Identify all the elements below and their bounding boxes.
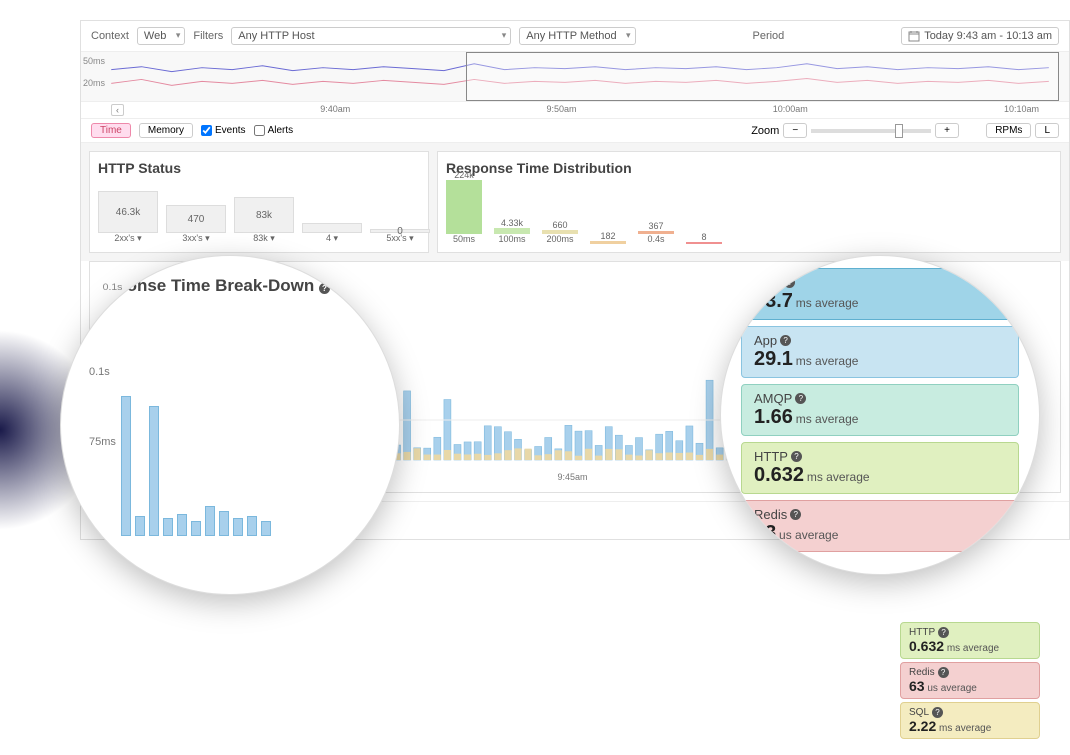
breakdown-bar: [149, 406, 159, 536]
legend-card-zoom[interactable]: AMQP ?1.66 ms average: [741, 384, 1019, 436]
breakdown-bar: [191, 521, 201, 536]
breakdown-bar: [135, 516, 145, 536]
http-status-bar[interactable]: 46.3k2xx's ▾: [98, 191, 158, 244]
distribution-bar[interactable]: 8: [686, 232, 722, 244]
legend-card-zoom[interactable]: HTTP ?0.632 ms average: [741, 442, 1019, 494]
distribution-bar[interactable]: 182: [590, 231, 626, 244]
calendar-icon: [908, 30, 920, 42]
time-tick: 10:00am: [773, 104, 808, 116]
l-button[interactable]: L: [1035, 123, 1059, 138]
breakdown-bar: [177, 514, 187, 536]
zoom-out-button[interactable]: −: [783, 123, 807, 138]
http-status-bar[interactable]: 83k83k ▾: [234, 197, 294, 244]
filters-label: Filters: [193, 30, 223, 42]
x-tick: 9:45am: [557, 472, 587, 482]
y-label: 0.1s: [89, 366, 110, 378]
breakdown-bar: [163, 518, 173, 536]
legend-card[interactable]: HTTP ?0.632 ms average: [900, 622, 1040, 659]
breakdown-bar: [121, 396, 131, 536]
http-host-select[interactable]: Any HTTP Host: [231, 27, 511, 45]
context-select[interactable]: Web: [137, 27, 185, 45]
distribution-bar[interactable]: 4.33k100ms: [494, 218, 530, 244]
controls-row: Time Memory Events Alerts Zoom − + RPMs …: [81, 119, 1069, 143]
back-button[interactable]: ‹: [111, 104, 124, 116]
panels-row: HTTP Status 46.3k2xx's ▾4703xx's ▾83k83k…: [81, 143, 1069, 261]
memory-button[interactable]: Memory: [139, 123, 193, 138]
breakdown-bar: [205, 506, 215, 536]
zoom-slider[interactable]: [811, 129, 931, 133]
breakdown-bar: [219, 511, 229, 536]
y-label: 75ms: [89, 436, 116, 448]
panel-title: Response Time Distribution: [446, 160, 1052, 176]
http-status-bar[interactable]: 05xx's ▾: [370, 229, 430, 244]
time-tick: 10:10am: [1004, 104, 1039, 116]
y-label: 50ms: [83, 56, 105, 66]
magnifier-legend: Total ?33.7 ms averageApp ?29.1 ms avera…: [720, 255, 1040, 575]
http-status-panel: HTTP Status 46.3k2xx's ▾4703xx's ▾83k83k…: [89, 151, 429, 253]
breakdown-bar: [247, 516, 257, 536]
distribution-panel: Response Time Distribution 224k50ms 4.33k…: [437, 151, 1061, 253]
panel-title: HTTP Status: [98, 160, 420, 176]
distribution-bar[interactable]: 3670.4s: [638, 221, 674, 244]
zoom-in-button[interactable]: +: [935, 123, 959, 138]
time-selection[interactable]: [466, 52, 1059, 101]
toolbar: Context Web Filters Any HTTP Host Any HT…: [81, 21, 1069, 52]
legend-card-zoom[interactable]: Redis ?63 us average: [741, 500, 1019, 552]
zoom-control: Zoom − +: [751, 123, 959, 138]
http-status-bar[interactable]: 4 ▾: [302, 223, 362, 244]
time-tick: 9:40am: [320, 104, 350, 116]
y-label: 20ms: [83, 78, 105, 88]
context-label: Context: [91, 30, 129, 42]
breakdown-bar: [261, 521, 271, 536]
rpms-button[interactable]: RPMs: [986, 123, 1031, 138]
time-axis: ‹ 9:40am 9:50am 10:00am 10:10am: [81, 102, 1069, 119]
period-value: Today 9:43 am - 10:13 am: [924, 30, 1052, 42]
legend-card[interactable]: Redis ?63 us average: [900, 662, 1040, 699]
time-button[interactable]: Time: [91, 123, 131, 138]
events-checkbox[interactable]: Events: [201, 125, 246, 136]
magnifier-breakdown: Response Time Break-Down ? 0.1s 75ms: [60, 255, 400, 595]
period-label: Period: [752, 30, 784, 42]
time-tick: 9:50am: [546, 104, 576, 116]
svg-text:0.1s: 0.1s: [103, 283, 123, 293]
breakdown-bar: [233, 518, 243, 536]
zoom-label: Zoom: [751, 125, 779, 137]
period-select[interactable]: Today 9:43 am - 10:13 am: [901, 27, 1059, 45]
distribution-bar[interactable]: 224k50ms: [446, 170, 482, 244]
alerts-checkbox[interactable]: Alerts: [254, 125, 294, 136]
overview-chart[interactable]: 50ms 20ms: [81, 52, 1069, 102]
legend-card-zoom[interactable]: App ?29.1 ms average: [741, 326, 1019, 378]
distribution-bar[interactable]: 660200ms: [542, 220, 578, 244]
http-status-bar[interactable]: 4703xx's ▾: [166, 205, 226, 244]
http-method-select[interactable]: Any HTTP Method: [519, 27, 635, 45]
legend-card[interactable]: SQL ?2.22 ms average: [900, 702, 1040, 739]
